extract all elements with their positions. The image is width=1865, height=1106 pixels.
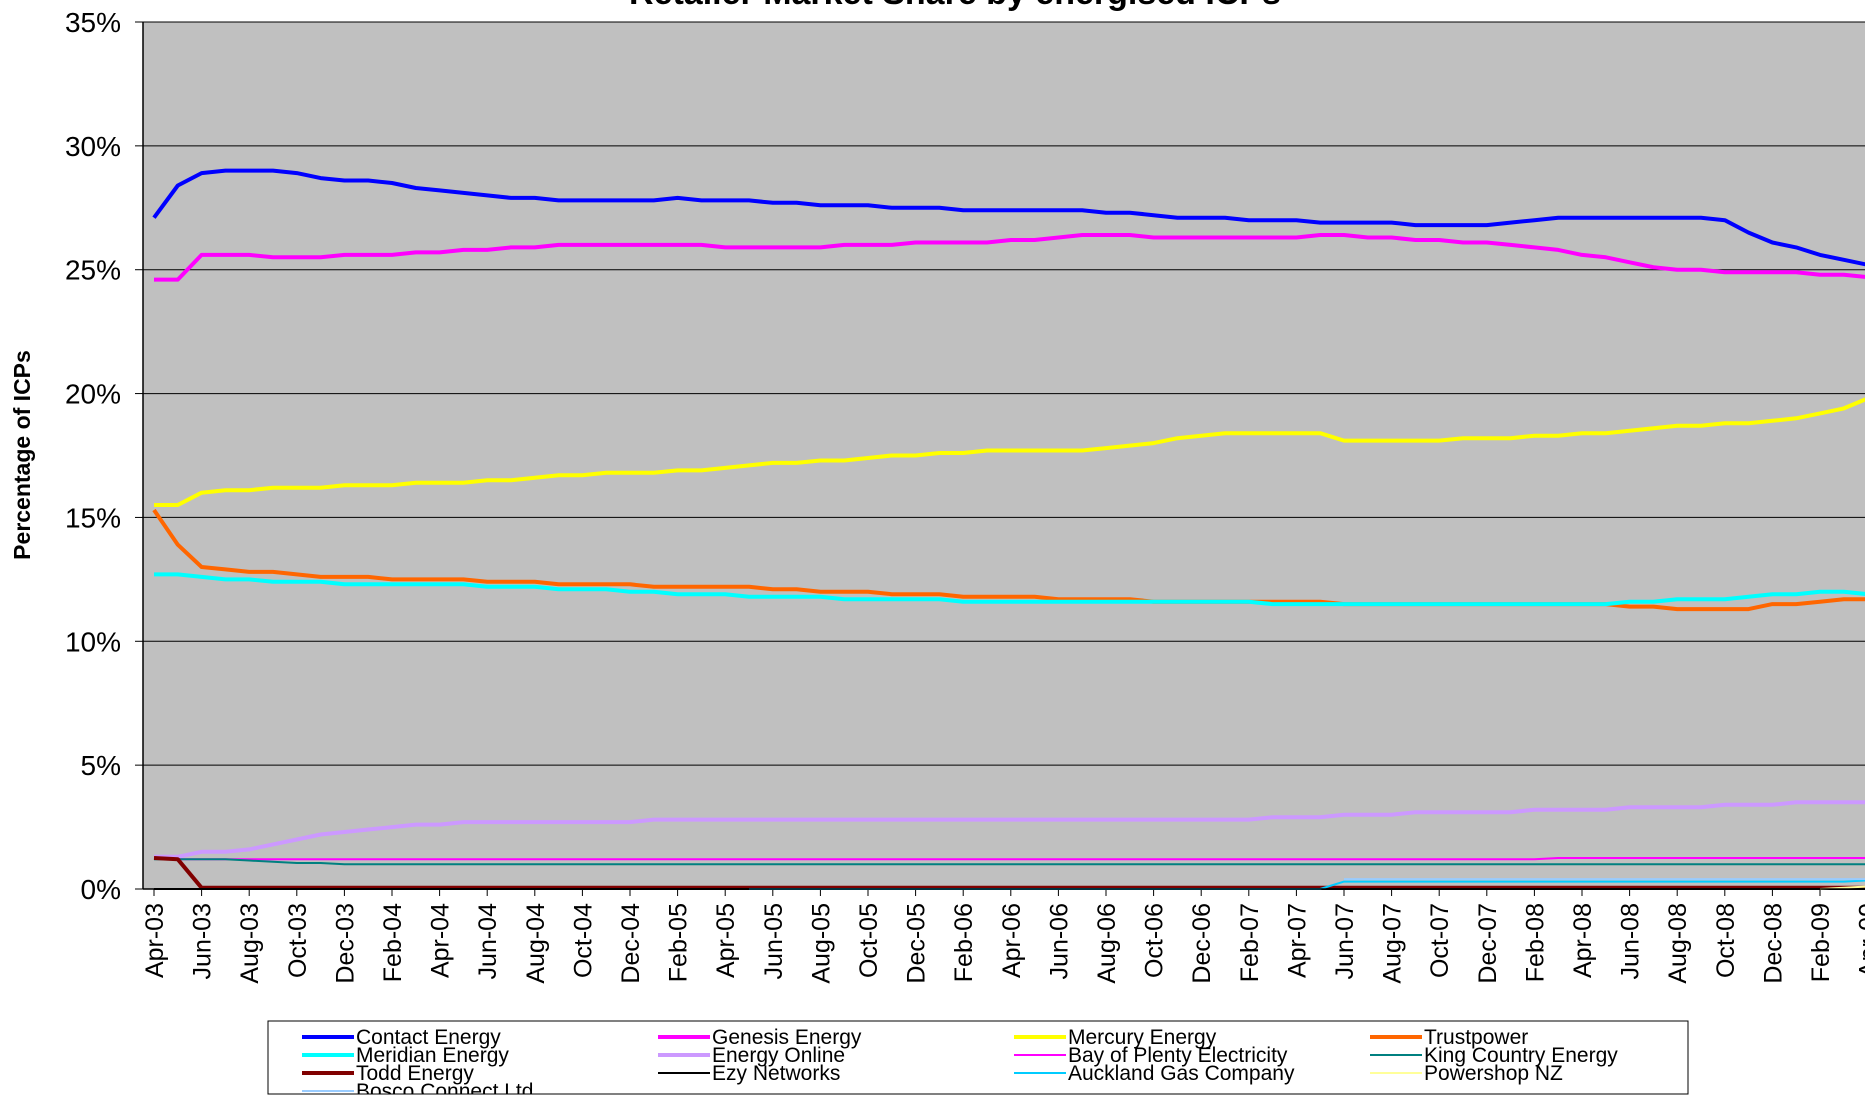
x-tick-label: Feb-06 bbox=[950, 903, 978, 982]
x-tick-label: Feb-07 bbox=[1236, 903, 1264, 982]
series-line-king-country-energy bbox=[154, 858, 1865, 866]
legend-box bbox=[267, 1020, 1689, 1095]
x-tick-label: Dec-04 bbox=[617, 903, 645, 984]
legend-label: Energy Online bbox=[712, 1044, 845, 1067]
x-tick-label: Jun-08 bbox=[1617, 903, 1645, 979]
x-tick-label: Dec-05 bbox=[903, 903, 931, 984]
legend-label: Meridian Energy bbox=[356, 1044, 509, 1067]
gridlines bbox=[143, 21, 1865, 890]
x-tick-label: Dec-03 bbox=[331, 903, 359, 984]
y-tick-label: 25% bbox=[65, 255, 121, 286]
legend-label: Bosco Connect Ltd bbox=[356, 1080, 533, 1103]
legend-label: Powershop NZ bbox=[1424, 1062, 1563, 1085]
x-tick-label: Feb-04 bbox=[379, 903, 407, 982]
legend-label: Genesis Energy bbox=[712, 1026, 862, 1049]
legend-label: Contact Energy bbox=[356, 1026, 501, 1049]
y-tick-label: 10% bbox=[65, 626, 121, 657]
x-tick-label: Oct-06 bbox=[1141, 903, 1169, 978]
x-tick-label: Apr-04 bbox=[427, 903, 455, 978]
legend-label: Ezy Networks bbox=[712, 1062, 840, 1085]
x-tick-label: Oct-07 bbox=[1426, 903, 1454, 978]
x-tick-label: Feb-08 bbox=[1521, 903, 1549, 982]
y-tick-label: 20% bbox=[65, 379, 121, 410]
y-axis-label: Percentage of ICPs bbox=[9, 350, 35, 560]
legend-label: Bay of Plenty Electricity bbox=[1068, 1044, 1288, 1067]
series-line-genesis-energy bbox=[154, 233, 1865, 282]
x-tick-label: Feb-05 bbox=[665, 903, 693, 982]
x-tick-label: Dec-08 bbox=[1759, 903, 1787, 984]
x-tick-label: Dec-06 bbox=[1188, 903, 1216, 984]
x-tick-label: Aug-06 bbox=[1093, 903, 1121, 984]
x-tick-label: Aug-08 bbox=[1664, 903, 1692, 984]
x-tick-label: Oct-04 bbox=[569, 903, 597, 978]
x-tick-label: Jun-04 bbox=[474, 903, 502, 980]
y-tick-label: 0% bbox=[81, 874, 121, 905]
series-line-contact-energy bbox=[152, 168, 1865, 267]
y-tick-label: 35% bbox=[65, 7, 121, 38]
legend-label: Auckland Gas Company bbox=[1068, 1062, 1295, 1085]
y-tick-label: 5% bbox=[81, 750, 121, 781]
x-axis-ticks: Apr-03 Jun-03 Aug-03 Oct-03 Dec-03 Feb-04 Apr-… bbox=[141, 889, 1865, 984]
x-tick-label: Aug-05 bbox=[807, 903, 835, 984]
legend-label: Trustpower bbox=[1424, 1026, 1528, 1049]
x-tick-label: Jun-05 bbox=[760, 903, 788, 979]
x-tick-label: Apr-03 bbox=[141, 903, 169, 978]
series-line-bay-of-plenty-electricity bbox=[153, 857, 1865, 861]
x-tick-label: Aug-04 bbox=[522, 903, 550, 984]
plot-area bbox=[143, 22, 1865, 889]
series-line-energy-online bbox=[154, 800, 1865, 859]
series-line-mercury-energy bbox=[154, 397, 1865, 507]
chart-title: Retailer Market Share by energised ICPs bbox=[629, 0, 1281, 12]
x-tick-label: Oct-08 bbox=[1712, 903, 1740, 978]
y-axis-ticks: 0% 5% 10% 15% 20% 25% 30% 35% bbox=[65, 7, 143, 905]
x-tick-label: Apr-05 bbox=[712, 903, 740, 978]
x-tick-label: Jun-03 bbox=[189, 903, 217, 979]
legend-label: King Country Energy bbox=[1424, 1044, 1618, 1067]
x-tick-label: Oct-03 bbox=[284, 903, 312, 978]
x-tick-label: Dec-07 bbox=[1474, 903, 1502, 984]
x-tick-label: Apr-08 bbox=[1569, 903, 1597, 978]
x-tick-label: Jun-06 bbox=[1045, 903, 1073, 979]
y-tick-label: 30% bbox=[65, 131, 121, 162]
legend-label: Mercury Energy bbox=[1068, 1026, 1217, 1049]
x-tick-label: Jun-07 bbox=[1331, 903, 1359, 979]
x-tick-label: Feb-09 bbox=[1807, 903, 1835, 982]
x-tick-label: Aug-07 bbox=[1379, 903, 1407, 984]
x-tick-label: Apr-07 bbox=[1283, 903, 1311, 978]
x-tick-label: Oct-05 bbox=[855, 903, 883, 978]
legend: Contact Energy Genesis Energy Mercury Ener… bbox=[267, 1020, 1689, 1103]
x-tick-label: Apr-06 bbox=[998, 903, 1026, 978]
axes bbox=[142, 22, 1865, 890]
y-tick-label: 15% bbox=[65, 502, 121, 533]
x-tick-label: Apr-09 bbox=[1855, 903, 1865, 978]
x-tick-label: Aug-03 bbox=[236, 903, 264, 984]
series-line-todd-energy bbox=[153, 856, 1865, 890]
series-line-meridian-energy bbox=[154, 572, 1865, 607]
legend-label: Todd Energy bbox=[356, 1062, 474, 1085]
